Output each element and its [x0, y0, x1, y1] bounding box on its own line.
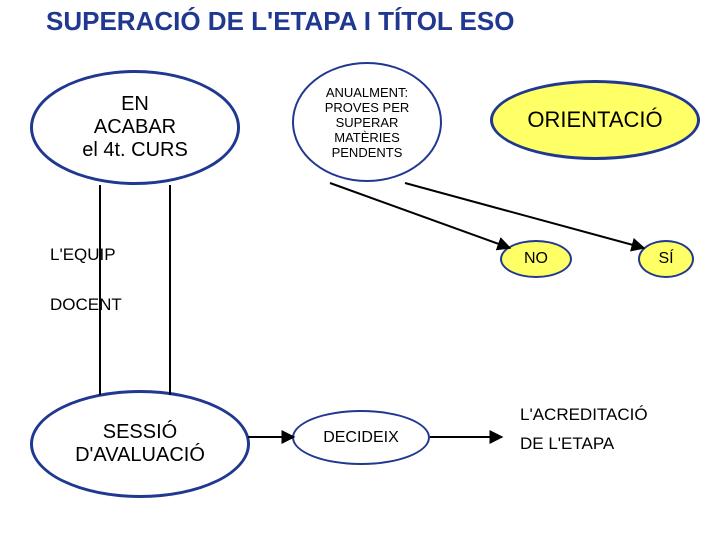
node-sessio: SESSIÓD'AVALUACIÓ	[30, 390, 250, 498]
node-en-acabar: ENACABARel 4t. CURS	[30, 70, 240, 185]
sessio-line: SESSIÓ	[75, 421, 205, 444]
anualment-line: MATÈRIES	[325, 130, 410, 145]
anualment-line: SUPERAR	[325, 115, 410, 130]
label-acreditacio: L'ACREDITACIÓ DE L'ETAPA	[520, 405, 648, 454]
en_acabar-line: ACABAR	[82, 116, 188, 139]
node-anualment: ANUALMENT:PROVES PERSUPERARMATÈRIESPENDE…	[292, 62, 442, 182]
en_acabar-text: ENACABARel 4t. CURS	[82, 93, 188, 162]
node-decideix: DECIDEIX	[292, 410, 430, 465]
page-title: SUPERACIÓ DE L'ETAPA I TÍTOL ESO	[46, 6, 514, 37]
sessio-text: SESSIÓD'AVALUACIÓ	[75, 421, 205, 467]
node-si: SÍ	[638, 240, 694, 278]
edge	[405, 183, 644, 248]
anualment-line: PENDENTS	[325, 145, 410, 160]
node-no: NO	[500, 240, 572, 278]
anualment-line: ANUALMENT:	[325, 85, 410, 100]
label-line: L'ACREDITACIÓ	[520, 405, 648, 425]
sessio-line: D'AVALUACIÓ	[75, 444, 205, 467]
node-orientacio: ORIENTACIÓ	[490, 80, 700, 160]
no-text: NO	[524, 250, 548, 268]
tag-docent: DOCENT	[50, 295, 122, 315]
edge	[330, 183, 510, 248]
anualment-line: PROVES PER	[325, 100, 410, 115]
tag-equip: L'EQUIP	[50, 245, 116, 265]
anualment-text: ANUALMENT:PROVES PERSUPERARMATÈRIESPENDE…	[325, 85, 410, 160]
decideix-text: DECIDEIX	[323, 429, 399, 447]
label-line: DE L'ETAPA	[520, 434, 648, 454]
orientacio-text: ORIENTACIÓ	[527, 107, 662, 133]
en_acabar-line: el 4t. CURS	[82, 139, 188, 162]
en_acabar-line: EN	[82, 93, 188, 116]
si-text: SÍ	[658, 250, 673, 268]
